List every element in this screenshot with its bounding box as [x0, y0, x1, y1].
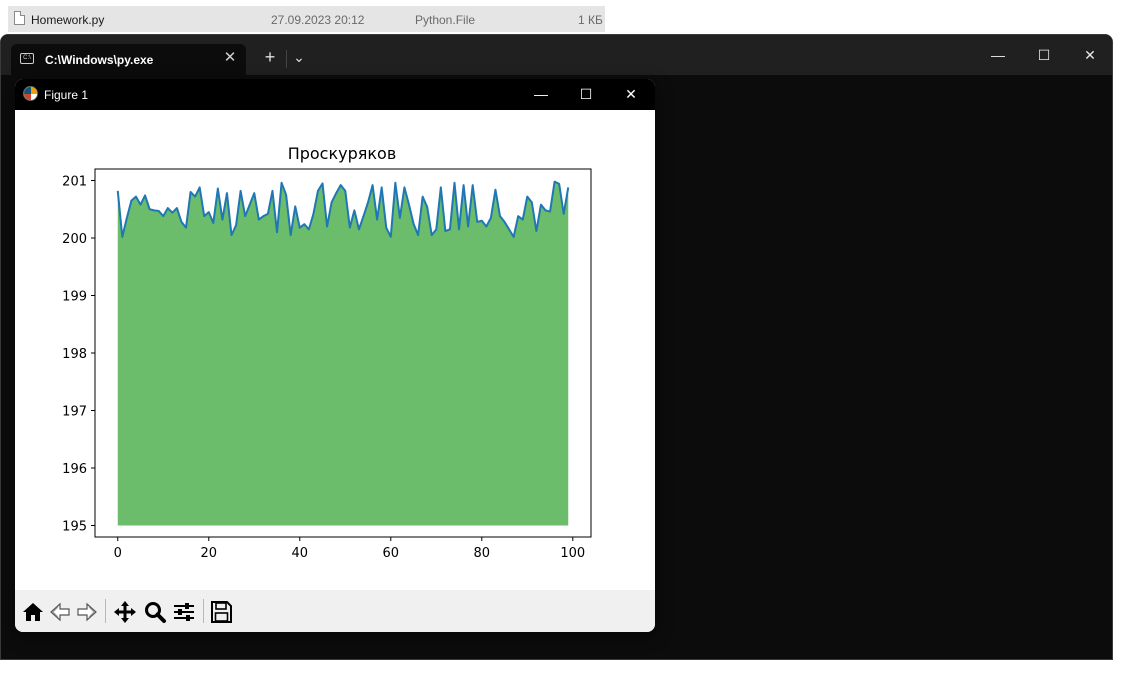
zoom-icon[interactable] — [141, 598, 169, 626]
new-tab-button[interactable]: + — [264, 47, 276, 67]
navigation-toolbar — [15, 590, 655, 632]
chart-title: Проскуряков — [288, 144, 397, 163]
file-name: Homework.py — [31, 13, 105, 27]
matplotlib-logo-icon — [23, 86, 38, 101]
x-tick-label: 100 — [560, 546, 585, 561]
forward-icon[interactable] — [73, 598, 101, 626]
maximize-button[interactable]: ☐ — [1037, 47, 1051, 63]
home-icon[interactable] — [19, 598, 47, 626]
close-button[interactable]: ✕ — [1084, 47, 1096, 63]
x-tick-label: 80 — [474, 546, 491, 561]
figure-close-button[interactable]: ✕ — [625, 86, 637, 102]
pan-icon[interactable] — [111, 598, 139, 626]
console-icon: C:\ — [20, 53, 34, 64]
minimize-button[interactable]: — — [991, 47, 1005, 63]
tab-separator — [286, 50, 287, 68]
save-icon[interactable] — [207, 598, 235, 626]
figure-titlebar[interactable]: Figure 1 — ☐ ✕ — [15, 79, 655, 110]
file-size: 1 КБ — [578, 13, 603, 27]
plot-canvas[interactable]: Проскуряков 0 20 40 60 80 100 195 196 197 198 199… — [15, 110, 655, 590]
y-tick-label: 198 — [62, 347, 87, 362]
series-line — [116, 180, 570, 238]
y-tick-label: 201 — [62, 175, 87, 190]
x-tick-label: 0 — [114, 546, 122, 561]
x-tick-label: 60 — [383, 546, 400, 561]
x-tick-label: 20 — [200, 546, 217, 561]
area-fill — [117, 181, 569, 526]
back-icon[interactable] — [46, 598, 74, 626]
y-tick-label: 195 — [62, 520, 87, 535]
terminal-titlebar[interactable]: C:\ C:\Windows\py.exe ✕ + ⌄ — ☐ ✕ — [1, 35, 1112, 75]
x-tick-label: 40 — [291, 546, 308, 561]
figure-maximize-button[interactable]: ☐ — [579, 86, 593, 102]
figure-minimize-button[interactable]: — — [534, 86, 548, 102]
y-tick-label: 199 — [62, 290, 87, 305]
file-modified: 27.09.2023 20:12 — [271, 13, 365, 27]
figure-title: Figure 1 — [44, 88, 89, 102]
chart-svg: Проскуряков 0 20 40 60 80 100 195 196 197 198 199… — [62, 144, 592, 561]
terminal-tab-title: C:\Windows\py.exe — [45, 53, 154, 67]
explorer-file-row[interactable]: Homework.py 27.09.2023 20:12 Python.File… — [8, 6, 605, 32]
y-tick-label: 197 — [62, 405, 87, 420]
y-tick-label: 196 — [62, 462, 87, 477]
y-tick-label: 200 — [62, 232, 87, 247]
close-tab-icon[interactable]: ✕ — [223, 49, 237, 66]
figure-window: Figure 1 — ☐ ✕ Проскуряков 0 20 40 60 80 100 … — [15, 79, 655, 632]
configure-subplots-icon[interactable] — [170, 598, 198, 626]
file-icon — [14, 11, 25, 25]
tab-dropdown-button[interactable]: ⌄ — [293, 49, 305, 65]
file-type: Python.File — [415, 13, 476, 27]
terminal-tab[interactable]: C:\ C:\Windows\py.exe ✕ — [11, 44, 246, 75]
toolbar-separator — [203, 599, 204, 623]
toolbar-separator — [105, 599, 106, 623]
